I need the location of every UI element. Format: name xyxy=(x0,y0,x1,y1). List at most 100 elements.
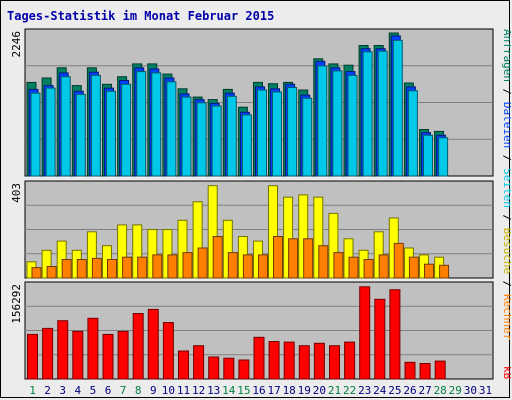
right-label-part: / xyxy=(501,208,511,228)
bar-middle-rechner-day-3 xyxy=(61,259,72,279)
bar-bottom-kb-day-22 xyxy=(344,341,356,380)
bar-top-seiten-day-8 xyxy=(136,71,147,177)
bar-top-seiten-day-21 xyxy=(332,70,343,177)
x-tick-label: 12 xyxy=(192,384,205,397)
bar-top-seiten-day-9 xyxy=(151,72,162,177)
bar-middle-rechner-day-8 xyxy=(137,256,148,279)
bar-middle-rechner-day-23 xyxy=(363,259,374,279)
bar-middle-rechner-day-25 xyxy=(393,242,404,279)
bar-top-seiten-day-19 xyxy=(302,97,313,177)
right-label-bottom: kB xyxy=(501,366,511,380)
bar-middle-rechner-day-17 xyxy=(273,236,283,279)
bar-bottom-kb-day-11 xyxy=(178,350,189,380)
bar-middle-rechner-day-21 xyxy=(333,252,344,279)
right-label-part: Rechner xyxy=(501,294,511,341)
bar-top-seiten-day-1 xyxy=(30,92,41,177)
bar-middle-rechner-day-18 xyxy=(288,238,299,279)
x-tick-label: 19 xyxy=(298,384,311,397)
bar-top-seiten-day-22 xyxy=(347,74,358,177)
bar-middle-rechner-day-19 xyxy=(303,238,314,279)
bar-top-seiten-day-7 xyxy=(121,83,132,177)
bar-bottom-kb-day-9 xyxy=(147,308,159,380)
chart-panels: 2246 403 156292 xyxy=(10,28,494,380)
x-tick-label: 3 xyxy=(59,384,66,397)
bar-top-seiten-day-5 xyxy=(90,74,101,177)
bar-top-seiten-day-11 xyxy=(181,96,192,177)
bar-middle-rechner-day-22 xyxy=(348,256,359,279)
bar-middle-rechner-day-5 xyxy=(91,257,102,279)
bar-top-seiten-day-18 xyxy=(287,87,298,177)
panel-bottom: 156292 xyxy=(10,281,494,380)
bar-top-seiten-day-3 xyxy=(60,76,71,177)
bar-bottom-kb-day-6 xyxy=(102,333,114,380)
bar-middle-rechner-day-4 xyxy=(76,259,87,279)
bar-top-seiten-day-17 xyxy=(272,91,282,177)
right-label-top: Anfragen / Dateien / Seiten / Besuche / … xyxy=(501,29,511,341)
bar-bottom-kb-day-18 xyxy=(283,341,295,380)
bar-top-seiten-day-27 xyxy=(423,134,433,177)
right-label-part: / xyxy=(501,274,511,294)
bar-top-seiten-day-2 xyxy=(45,87,56,177)
right-label-part: kB xyxy=(501,366,511,380)
x-tick-label: 21 xyxy=(328,384,341,397)
x-tick-label: 4 xyxy=(74,384,81,397)
bar-middle-rechner-day-10 xyxy=(167,254,178,279)
bar-middle-rechner-day-2 xyxy=(46,266,57,279)
x-tick-label: 20 xyxy=(313,384,326,397)
x-tick-label: 1 xyxy=(29,384,36,397)
bar-middle-rechner-day-13 xyxy=(212,236,223,279)
bar-bottom-kb-day-17 xyxy=(268,341,280,380)
bar-middle-rechner-day-6 xyxy=(107,259,117,279)
bar-middle-rechner-day-20 xyxy=(318,245,329,279)
x-tick-label: 27 xyxy=(418,384,431,397)
bar-middle-rechner-day-26 xyxy=(408,256,419,279)
bar-bottom-kb-day-8 xyxy=(132,313,144,380)
x-tick-label: 6 xyxy=(105,384,112,397)
right-label-part: Seiten xyxy=(501,168,511,208)
x-tick-label: 7 xyxy=(120,384,127,397)
bar-top-seiten-day-28 xyxy=(438,137,449,177)
bar-bottom-kb-day-25 xyxy=(389,289,401,380)
bar-bottom-kb-day-12 xyxy=(193,345,205,380)
bar-bottom-kb-day-20 xyxy=(313,342,325,380)
bar-middle-rechner-day-16 xyxy=(258,254,268,279)
x-tick-label: 14 xyxy=(222,384,236,397)
bar-top-seiten-day-13 xyxy=(211,105,222,177)
bar-top-seiten-day-10 xyxy=(166,81,177,177)
x-tick-label: 13 xyxy=(207,384,220,397)
bar-top-seiten-day-23 xyxy=(362,51,373,177)
bar-bottom-kb-day-13 xyxy=(208,356,220,380)
bar-middle-rechner-day-27 xyxy=(424,263,434,279)
x-tick-label: 28 xyxy=(434,384,447,397)
bar-bottom-kb-day-15 xyxy=(238,359,250,380)
right-label-part: Besuche xyxy=(501,228,511,274)
x-tick-label: 15 xyxy=(237,384,250,397)
bar-middle-rechner-day-28 xyxy=(439,264,450,279)
bar-bottom-kb-day-3 xyxy=(57,320,69,380)
bar-top-seiten-day-12 xyxy=(196,102,207,177)
y-max-label: 156292 xyxy=(10,284,23,324)
x-tick-label: 10 xyxy=(162,384,175,397)
bar-bottom-kb-day-7 xyxy=(117,330,129,380)
x-tick-label: 2 xyxy=(44,384,51,397)
bar-middle-rechner-day-1 xyxy=(31,267,42,279)
bar-bottom-kb-day-28 xyxy=(434,360,446,380)
bar-top-seiten-day-24 xyxy=(377,50,388,177)
bar-top-seiten-day-14 xyxy=(226,95,237,177)
bar-top-seiten-day-26 xyxy=(407,90,418,177)
x-tick-label: 18 xyxy=(283,384,296,397)
bar-bottom-kb-day-4 xyxy=(72,330,84,380)
x-tick-label: 26 xyxy=(403,384,416,397)
x-tick-label: 17 xyxy=(267,384,280,397)
bar-bottom-kb-day-23 xyxy=(359,286,371,380)
bar-middle-rechner-day-12 xyxy=(197,247,208,279)
bar-top-seiten-day-20 xyxy=(317,65,328,177)
bar-bottom-kb-day-1 xyxy=(27,333,38,380)
right-labels: Anfragen / Dateien / Seiten / Besuche / … xyxy=(501,29,511,380)
bar-middle-rechner-day-7 xyxy=(122,256,133,279)
panel-middle: 403 xyxy=(10,180,494,279)
x-tick-label: 31 xyxy=(479,384,492,397)
bar-top-seiten-day-15 xyxy=(241,114,252,177)
